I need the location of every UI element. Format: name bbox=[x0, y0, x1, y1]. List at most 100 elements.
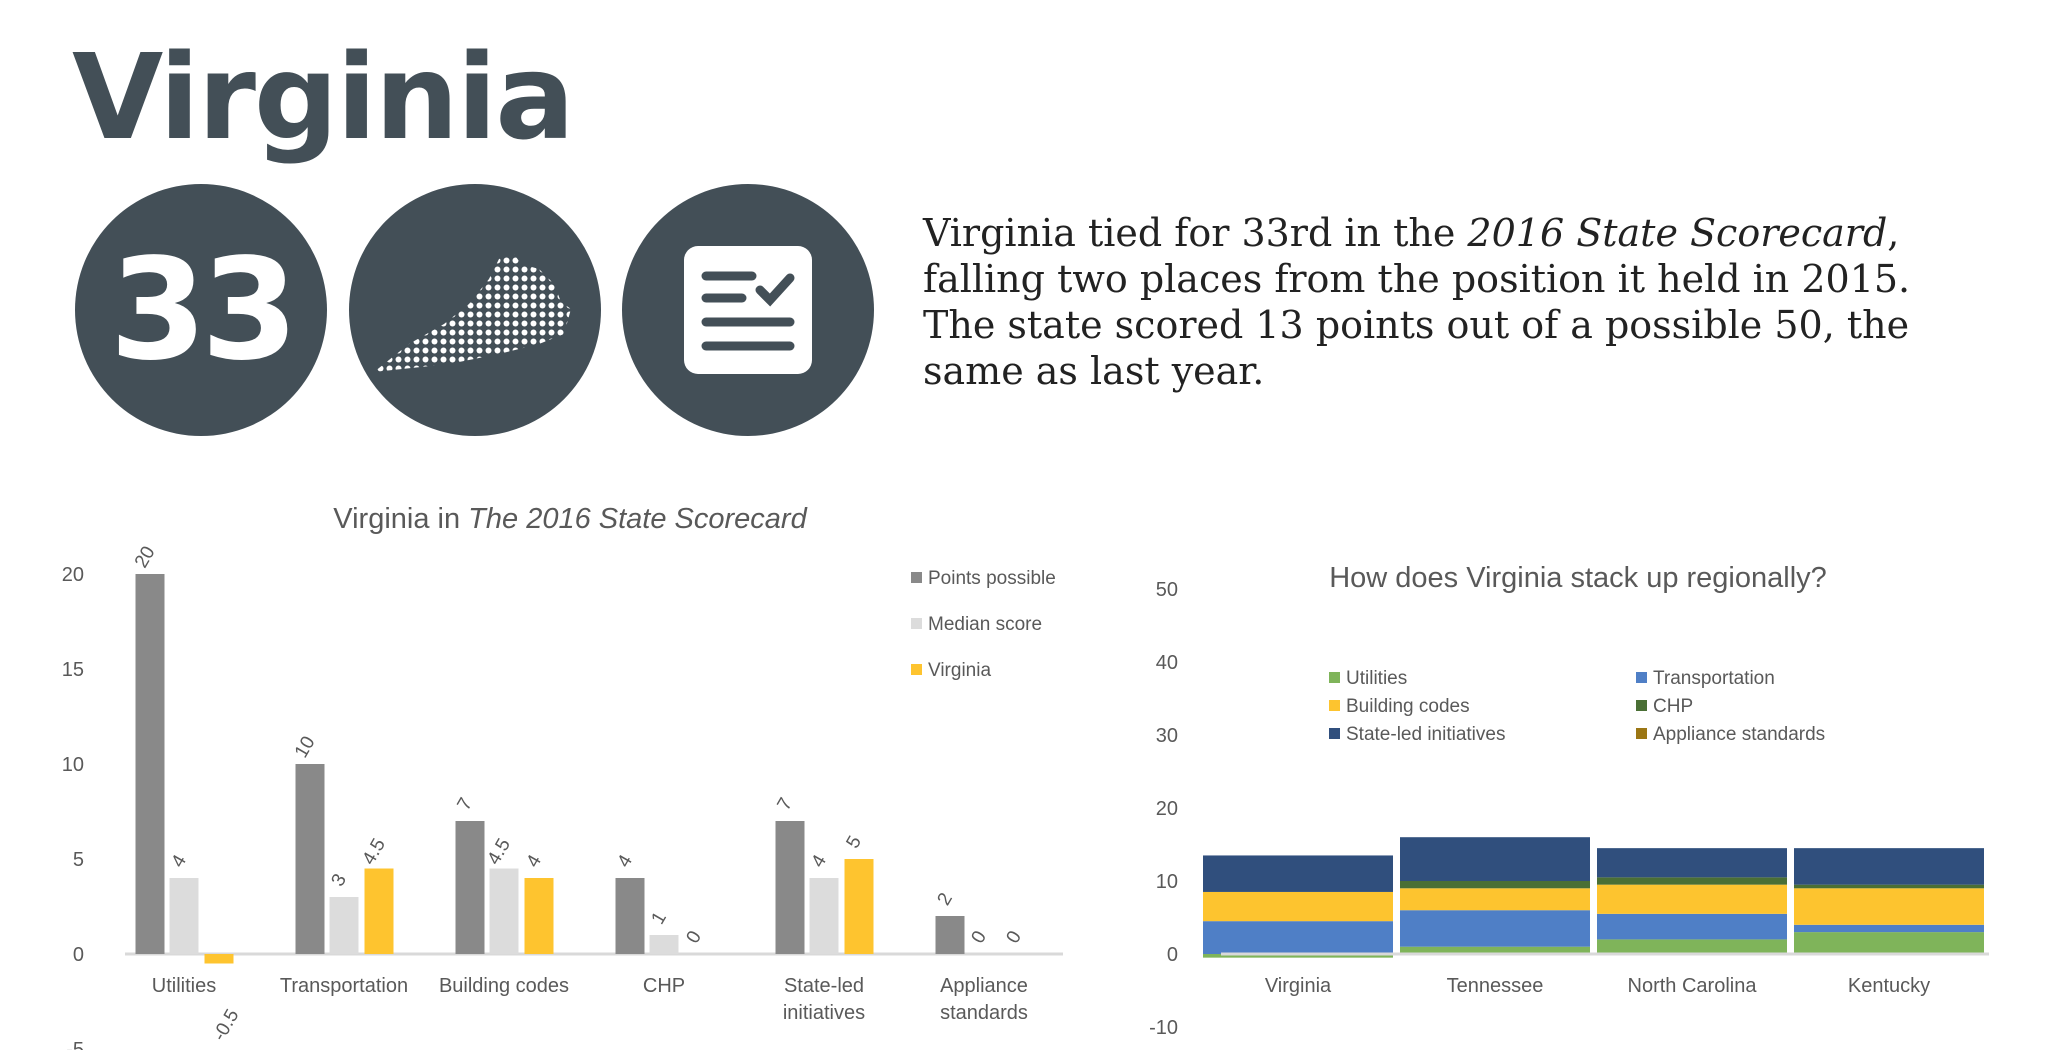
legend-swatch bbox=[911, 572, 922, 583]
checklist-icon bbox=[684, 246, 812, 374]
summary-word: State bbox=[1576, 211, 1691, 255]
stack-segment-chp bbox=[1400, 881, 1590, 889]
summary-word: as bbox=[1035, 349, 1091, 393]
legend-swatch bbox=[1636, 672, 1647, 683]
data-label: 7 bbox=[453, 794, 476, 814]
legend-swatch bbox=[1636, 728, 1647, 739]
summary-text: Virginia tied for 33rd in the 2016 State… bbox=[923, 210, 1973, 394]
bar-virginia bbox=[844, 859, 874, 954]
data-label: 4 bbox=[522, 851, 546, 871]
summary-word: Virginia bbox=[923, 211, 1088, 255]
summary-word: out bbox=[1446, 303, 1522, 347]
x-tick-label: initiatives bbox=[783, 1002, 865, 1024]
data-label: 0 bbox=[967, 927, 990, 947]
stack-segment-utilities bbox=[1597, 939, 1787, 954]
legend-label: Utilities bbox=[1346, 668, 1407, 689]
y-tick-label: 10 bbox=[1156, 871, 1178, 893]
legend-label: CHP bbox=[1653, 696, 1693, 717]
data-label: 7 bbox=[773, 794, 796, 814]
bar-points-possible bbox=[295, 764, 325, 954]
summary-word: for bbox=[1174, 211, 1242, 255]
data-label: 4 bbox=[167, 851, 191, 871]
summary-word: of bbox=[1521, 303, 1571, 347]
legend-label: Median score bbox=[928, 614, 1042, 635]
summary-word: places bbox=[1139, 257, 1275, 301]
stack-segment-utilities bbox=[1400, 946, 1590, 954]
y-tick-label: -5 bbox=[66, 1039, 84, 1050]
bar-points-possible bbox=[135, 574, 165, 954]
data-label: 5 bbox=[842, 832, 865, 852]
data-label: 1 bbox=[647, 908, 670, 928]
summary-word: a bbox=[1570, 303, 1605, 347]
stack-segment-building-codes bbox=[1794, 888, 1984, 925]
stack-segment-state-led-initiatives bbox=[1597, 848, 1787, 878]
summary-word: two bbox=[1057, 257, 1140, 301]
bar-virginia bbox=[204, 954, 234, 964]
stack-segment-chp bbox=[1597, 877, 1787, 885]
legend-swatch bbox=[911, 664, 922, 675]
legend-label: Appliance standards bbox=[1653, 724, 1825, 745]
summary-word: from bbox=[1274, 257, 1378, 301]
bar-virginia bbox=[524, 878, 554, 954]
legend-swatch bbox=[1329, 728, 1340, 739]
y-tick-label: 40 bbox=[1156, 652, 1178, 674]
virginia-map-icon bbox=[349, 184, 601, 436]
summary-word: held bbox=[1657, 257, 1753, 301]
stack-segment-building-codes bbox=[1203, 891, 1393, 922]
y-tick-label: 0 bbox=[1167, 944, 1178, 966]
y-tick-label: 50 bbox=[1156, 579, 1178, 601]
y-tick-label: 20 bbox=[1156, 798, 1178, 820]
summary-word: Scorecard bbox=[1690, 211, 1888, 255]
y-tick-label: 5 bbox=[73, 849, 84, 871]
summary-word: 33rd bbox=[1241, 211, 1345, 255]
bar-points-possible bbox=[615, 878, 645, 954]
legend-swatch bbox=[1329, 700, 1340, 711]
summary-word: 2015. bbox=[1801, 257, 1923, 301]
stack-segment-utilities bbox=[1794, 932, 1984, 954]
x-tick-label: Transportation bbox=[280, 975, 408, 997]
summary-word: 2016 bbox=[1467, 211, 1577, 255]
summary-word: same bbox=[923, 349, 1036, 393]
y-tick-label: 0 bbox=[73, 944, 84, 966]
legend-label: Building codes bbox=[1346, 696, 1470, 717]
bar-median-score bbox=[649, 935, 679, 954]
x-tick-label: Kentucky bbox=[1848, 975, 1930, 997]
summary-word: in bbox=[1344, 211, 1394, 255]
rank-number: 33 bbox=[109, 228, 299, 392]
legend-label: Points possible bbox=[928, 568, 1056, 589]
stack-segment-building-codes bbox=[1400, 888, 1590, 911]
y-tick-label: 20 bbox=[62, 564, 84, 586]
summary-word: the bbox=[1393, 211, 1468, 255]
legend-label: Virginia bbox=[928, 660, 991, 681]
legend-label: State-led initiatives bbox=[1346, 724, 1505, 745]
data-label: 2 bbox=[933, 889, 956, 909]
stack-segment-state-led-initiatives bbox=[1794, 848, 1984, 885]
data-label: -0.5 bbox=[209, 1006, 244, 1045]
bar-points-possible bbox=[455, 821, 485, 954]
summary-word: scored bbox=[1114, 303, 1256, 347]
bar-median-score bbox=[809, 878, 839, 954]
stack-segment-transportation bbox=[1203, 921, 1393, 954]
y-tick-label: 15 bbox=[62, 659, 84, 681]
summary-word: 13 bbox=[1255, 303, 1316, 347]
chart-title: How does Virginia stack up regionally? bbox=[1329, 562, 1827, 594]
x-tick-label: Tennessee bbox=[1447, 975, 1544, 997]
stack-segment-transportation bbox=[1597, 913, 1787, 940]
bar-median-score bbox=[489, 868, 519, 954]
summary-italic: 2016 State Scorecard bbox=[1467, 211, 1887, 255]
summary-word: state bbox=[1007, 303, 1115, 347]
checklist-icon-badge bbox=[622, 184, 874, 436]
data-label: 0 bbox=[682, 927, 705, 947]
summary-word: in bbox=[1752, 257, 1802, 301]
summary-word: The bbox=[923, 303, 1008, 347]
bar-points-possible bbox=[775, 821, 805, 954]
x-tick-label: standards bbox=[940, 1002, 1028, 1024]
y-tick-label: 10 bbox=[62, 754, 84, 776]
x-tick-label: Utilities bbox=[152, 975, 216, 997]
x-tick-label: State-led bbox=[784, 975, 864, 997]
chart-title-text: Virginia in bbox=[333, 503, 468, 535]
bar-median-score bbox=[329, 897, 359, 954]
x-tick-label: CHP bbox=[643, 975, 685, 997]
data-label: 20 bbox=[131, 543, 160, 572]
